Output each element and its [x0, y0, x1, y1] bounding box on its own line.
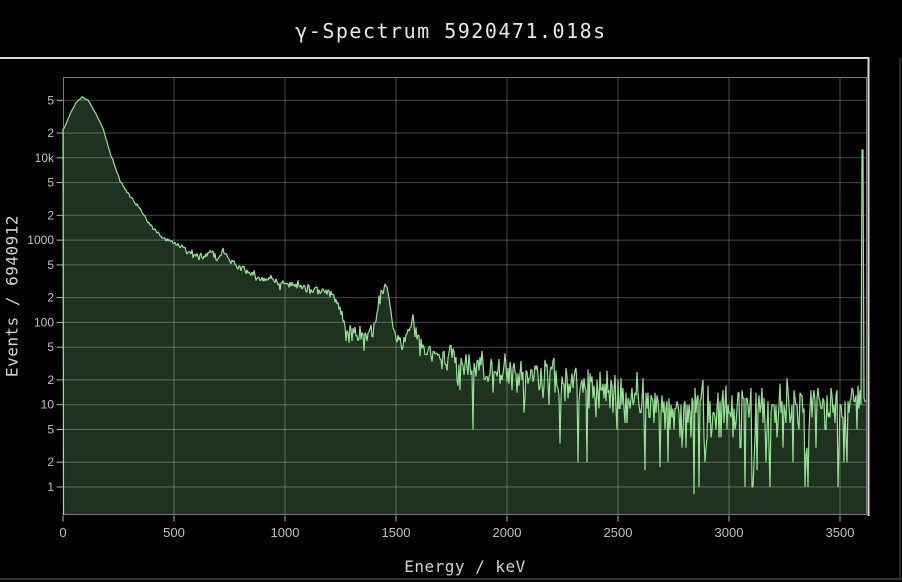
y-tick-label: 100 [34, 315, 54, 329]
y-tick-label: 1000 [27, 233, 54, 247]
y-tick-label: 2 [47, 455, 54, 469]
x-tick-label: 3000 [715, 525, 744, 540]
spectrum-series [62, 96, 866, 516]
y-tick-label: 2 [47, 126, 54, 140]
window-edge [0, 58, 902, 580]
spectrum-area [63, 96, 866, 515]
x-tick-label: 1000 [271, 525, 300, 540]
x-tick-label: 1500 [382, 525, 411, 540]
x-axis-label: Energy / keV [404, 557, 526, 576]
x-tick-label: 3500 [826, 525, 855, 540]
y-tick-label: 5 [47, 258, 54, 272]
y-tick-label: 5 [47, 423, 54, 437]
y-tick-label: 5 [47, 340, 54, 354]
y-tick-label: 5 [47, 93, 54, 107]
y-tick-label: 10 [41, 398, 55, 412]
y-tick-label: 2 [47, 208, 54, 222]
x-tick-label: 500 [163, 525, 185, 540]
pane-border [0, 57, 870, 516]
gridlines [63, 77, 867, 515]
y-tick-label: 5 [47, 176, 54, 190]
axis-ticks [56, 99, 841, 522]
y-tick-label: 10k [35, 151, 55, 165]
chart-title: γ-Spectrum 5920471.018s [295, 19, 607, 43]
y-tick-label: 1 [47, 480, 54, 494]
x-tick-label: 2000 [493, 525, 522, 540]
x-tick-label: 2500 [604, 525, 633, 540]
y-tick-label: 2 [47, 373, 54, 387]
y-axis-label: Events / 6940912 [2, 214, 22, 378]
y-tick-label: 2 [47, 291, 54, 305]
x-tick-label: 0 [59, 525, 66, 540]
